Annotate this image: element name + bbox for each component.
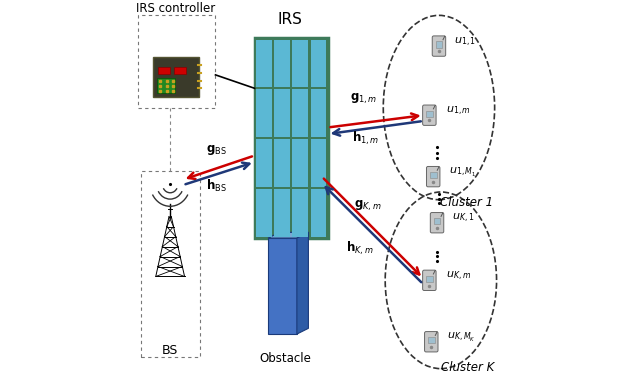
Bar [274, 139, 290, 187]
Bar [256, 139, 272, 187]
Text: $u_{K,M_K}$: $u_{K,M_K}$ [447, 331, 476, 344]
Bar [274, 89, 290, 137]
Bar [310, 189, 326, 237]
Text: $\mathbf{h}_{K,m}$: $\mathbf{h}_{K,m}$ [346, 240, 373, 257]
Bar [426, 111, 433, 117]
Text: IRS: IRS [278, 12, 303, 27]
FancyBboxPatch shape [431, 213, 444, 233]
Bar [436, 41, 443, 48]
Text: $u_{1,1}$: $u_{1,1}$ [454, 36, 476, 49]
Bar [256, 189, 272, 237]
Polygon shape [297, 232, 308, 334]
Text: $\mathbf{h}_{1,m}$: $\mathbf{h}_{1,m}$ [352, 130, 380, 147]
Bar [268, 238, 297, 334]
Bar [293, 40, 308, 87]
Bar [174, 67, 186, 74]
FancyBboxPatch shape [423, 270, 436, 290]
Bar [254, 38, 328, 238]
Bar [310, 89, 326, 137]
Text: $u_{K,1}$: $u_{K,1}$ [452, 212, 475, 225]
Bar [256, 40, 272, 87]
Text: $\mathbf{g}_{1,m}$: $\mathbf{g}_{1,m}$ [350, 91, 378, 106]
Bar [310, 139, 326, 187]
Bar [428, 337, 435, 343]
Bar [293, 189, 308, 237]
FancyBboxPatch shape [423, 105, 436, 125]
Text: BS: BS [162, 344, 178, 357]
Bar [426, 276, 433, 282]
FancyBboxPatch shape [425, 332, 438, 352]
Bar [293, 139, 308, 187]
Bar [138, 15, 215, 108]
Bar [256, 89, 272, 137]
FancyBboxPatch shape [432, 36, 446, 56]
Bar [141, 171, 200, 357]
Text: $u_{1,M_1}$: $u_{1,M_1}$ [448, 166, 476, 179]
Bar [293, 89, 308, 137]
Text: $\mathbf{g}_{K,m}$: $\mathbf{g}_{K,m}$ [354, 199, 382, 213]
Text: $u_{K,m}$: $u_{K,m}$ [446, 270, 471, 283]
FancyBboxPatch shape [427, 166, 440, 187]
FancyBboxPatch shape [157, 78, 176, 93]
Bar [310, 40, 326, 87]
Text: Obstacle: Obstacle [259, 352, 311, 365]
Bar [274, 40, 290, 87]
Text: Cluster 1: Cluster 1 [439, 196, 493, 209]
Text: Cluster K: Cluster K [441, 361, 495, 374]
Bar [158, 67, 170, 74]
Text: $\mathbf{g}_{\mathrm{BS}}$: $\mathbf{g}_{\mathrm{BS}}$ [206, 144, 226, 157]
Bar [434, 218, 441, 224]
Polygon shape [268, 232, 308, 238]
Text: $u_{1,m}$: $u_{1,m}$ [446, 105, 471, 118]
Text: IRS controller: IRS controller [136, 2, 216, 15]
Text: $\mathbf{h}_{\mathrm{BS}}$: $\mathbf{h}_{\mathrm{BS}}$ [206, 177, 226, 194]
Bar [430, 172, 437, 178]
Bar [274, 189, 290, 237]
FancyBboxPatch shape [153, 57, 199, 97]
